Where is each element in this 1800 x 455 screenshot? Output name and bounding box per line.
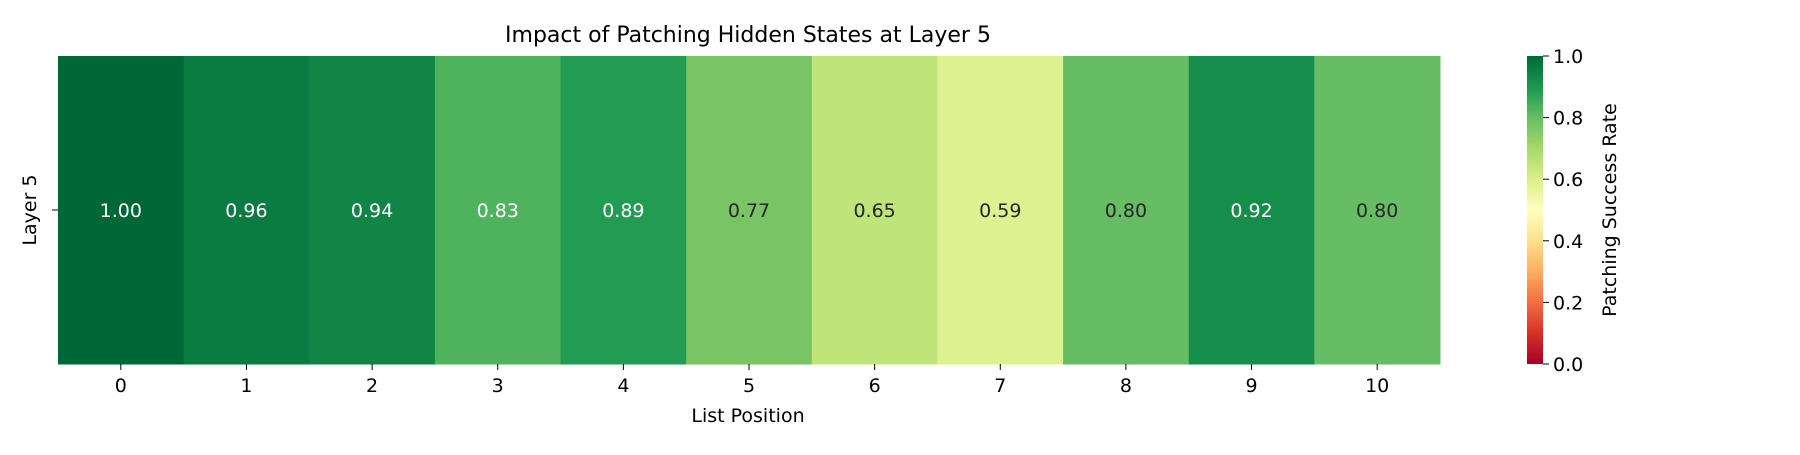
heatmap-cell	[1063, 56, 1190, 365]
x-axis-label: List Position	[691, 405, 804, 427]
x-tick-label: 5	[743, 375, 755, 397]
colorbar-gradient	[1527, 56, 1543, 364]
colorbar-ticks: 0.0 0.2 0.4 0.6 0.8 1.0	[1543, 46, 1583, 376]
x-tick-label: 10	[1365, 375, 1389, 397]
heatmap-cell	[183, 56, 310, 365]
heatmap-cell	[434, 56, 562, 365]
cell-value-label: 0.96	[225, 200, 267, 222]
x-axis-ticks: 0 1 2 3 4 5 6 7 8 9 10	[115, 364, 1389, 397]
x-tick-label: 4	[617, 375, 629, 397]
heatmap-cell	[1314, 56, 1441, 365]
colorbar-tick-label: 0.8	[1553, 108, 1583, 130]
x-tick-label: 6	[869, 375, 881, 397]
cell-value-label: 0.94	[351, 200, 393, 222]
x-tick-label: 7	[994, 375, 1006, 397]
heatmap-cell	[686, 56, 813, 365]
colorbar-tick-label: 1.0	[1553, 46, 1583, 68]
y-tick-label: Layer 5	[19, 174, 41, 245]
heatmap-cells: 1.00 0.96 0.94 0.83 0.89 0.77 0.65 0.59 0.80 0.92…	[58, 56, 1441, 365]
x-tick-label: 3	[492, 375, 504, 397]
x-tick-label: 8	[1120, 375, 1132, 397]
heatmap-cell	[560, 56, 687, 365]
cell-value-label: 1.00	[100, 200, 142, 222]
heatmap-cell	[58, 56, 185, 365]
heatmap-cell	[1188, 56, 1315, 365]
cell-value-label: 0.59	[979, 200, 1021, 222]
x-tick-label: 1	[240, 375, 252, 397]
cell-value-label: 0.83	[477, 200, 519, 222]
cell-value-label: 0.80	[1356, 200, 1398, 222]
x-tick-label: 2	[366, 375, 378, 397]
chart-title: Impact of Patching Hidden States at Laye…	[505, 23, 991, 48]
heatmap-cell	[309, 56, 436, 365]
y-axis-ticks: Layer 5	[19, 174, 58, 246]
colorbar: 0.0 0.2 0.4 0.6 0.8 1.0 Patching Success Rate	[1527, 46, 1621, 376]
x-tick-label: 9	[1245, 375, 1257, 397]
cell-value-label: 0.89	[602, 200, 644, 222]
cell-value-label: 0.92	[1230, 200, 1272, 222]
colorbar-tick-label: 0.6	[1553, 169, 1583, 191]
colorbar-tick-label: 0.0	[1553, 354, 1583, 376]
colorbar-tick-label: 0.2	[1553, 292, 1583, 314]
cell-value-label: 0.77	[728, 200, 770, 222]
colorbar-label: Patching Success Rate	[1599, 103, 1621, 317]
colorbar-tick-label: 0.4	[1553, 231, 1583, 253]
cell-value-label: 0.80	[1105, 200, 1147, 222]
heatmap-cell	[811, 56, 938, 365]
heatmap-cell	[937, 56, 1064, 365]
x-tick-label: 0	[115, 375, 127, 397]
cell-value-label: 0.65	[853, 200, 895, 222]
